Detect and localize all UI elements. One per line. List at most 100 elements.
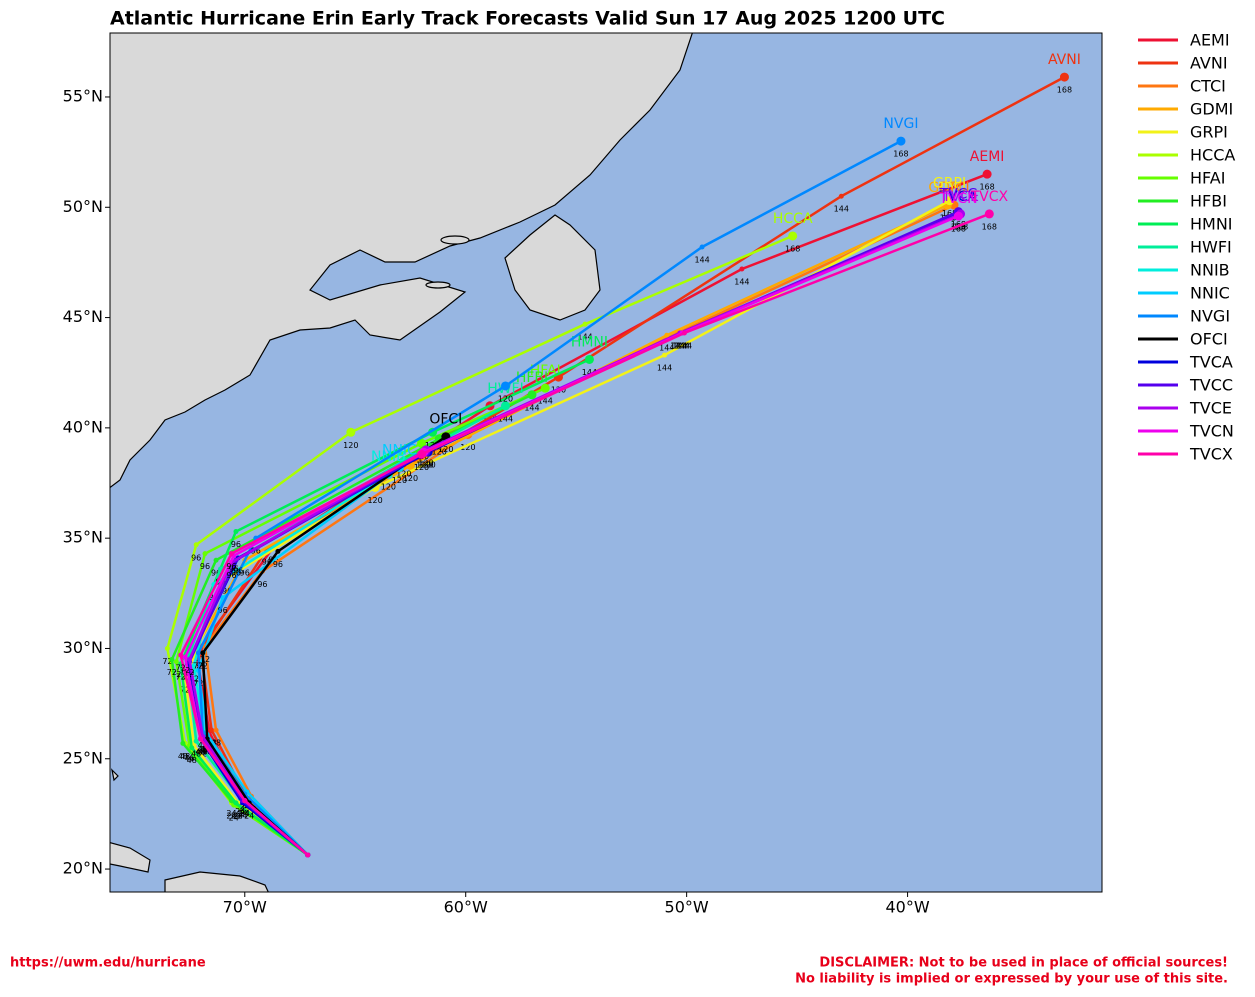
track-point <box>242 798 248 804</box>
hour-label: 48 <box>195 747 205 756</box>
track-point <box>164 645 170 651</box>
hour-label: 48 <box>200 745 210 754</box>
hour-label: 24 <box>240 809 250 818</box>
hour-label: 96 <box>218 606 228 615</box>
track-name: GRPI <box>933 176 966 192</box>
x-tick-label: 60°W <box>444 898 488 917</box>
hour-label: 72 <box>176 664 186 673</box>
track-point <box>788 231 798 241</box>
track-point <box>200 650 206 656</box>
track-name: NVGI <box>883 116 918 132</box>
hour-label: 24 <box>231 811 241 820</box>
legend-label: AEMI <box>1190 31 1230 50</box>
hour-label: 120 <box>392 476 407 485</box>
legend-label: NVGI <box>1190 307 1230 326</box>
hour-label: 48 <box>191 750 201 759</box>
legend-label: TVCE <box>1189 399 1232 418</box>
track-point <box>417 438 427 448</box>
hour-label: 120 <box>396 469 411 478</box>
hour-label: 120 <box>460 443 475 452</box>
hour-label: 48 <box>211 739 221 748</box>
hour-label: 96 <box>200 562 210 571</box>
hour-label: 24 <box>235 807 245 816</box>
hour-label: 96 <box>231 569 241 578</box>
track-point <box>169 656 175 662</box>
track-point <box>191 663 197 669</box>
y-tick-label: 40°N <box>63 417 103 436</box>
track-point <box>202 551 208 557</box>
hour-label: 48 <box>198 750 208 759</box>
hour-label: 168 <box>953 222 968 231</box>
track-point <box>346 427 356 437</box>
hour-label: 120 <box>432 447 447 456</box>
track-line <box>179 212 990 856</box>
footer-link[interactable]: https://uwm.edu/hurricane <box>10 956 206 971</box>
track-point <box>193 542 199 548</box>
y-tick-label: 55°N <box>63 86 103 105</box>
track-name: HMNI <box>571 334 608 350</box>
track-point <box>500 401 510 411</box>
track-name: OFCI <box>429 412 462 428</box>
legend-label: GRPI <box>1190 123 1228 142</box>
hour-label: 120 <box>438 445 453 454</box>
y-tick-label: 30°N <box>63 638 103 657</box>
hour-label: 48 <box>202 747 212 756</box>
y-tick-label: 35°N <box>63 528 103 547</box>
track-point <box>664 332 670 338</box>
track-point <box>180 740 186 746</box>
hour-label: 24 <box>229 814 239 823</box>
hour-label: 168 <box>979 183 994 192</box>
hour-label: 72 <box>167 668 177 677</box>
hour-label: 24 <box>240 809 250 818</box>
hour-label: 24 <box>235 807 245 816</box>
hour-label: 24 <box>244 811 254 820</box>
track-point <box>217 566 223 572</box>
hour-label: 24 <box>240 809 250 818</box>
plot-frame <box>109 32 1103 893</box>
hour-label: 48 <box>198 745 208 754</box>
track-name: TVCN <box>938 191 977 207</box>
track-point <box>1059 72 1069 82</box>
y-tick-label: 45°N <box>63 307 103 326</box>
hour-label: 96 <box>226 562 236 571</box>
legend-label: HFBI <box>1190 192 1227 211</box>
track-name: GDMI <box>928 180 966 196</box>
hour-label: 144 <box>538 397 553 406</box>
legend-label: HMNI <box>1190 215 1233 234</box>
track-name: AVNI <box>1048 52 1081 68</box>
legend-label: GDMI <box>1190 100 1233 119</box>
hour-label: 48 <box>198 741 208 750</box>
tracks: 24 48 72 96 120 144 168 AEMI 24 48 72 96 120 144 168 AV… <box>162 52 1081 858</box>
hour-label: 144 <box>672 342 687 351</box>
hour-label: 48 <box>187 756 197 765</box>
hour-label: 96 <box>226 571 236 580</box>
y-tick-label: 50°N <box>63 197 103 216</box>
hour-label: 144 <box>498 414 513 423</box>
hour-label: 48 <box>189 754 199 763</box>
hour-label: 72 <box>184 668 194 677</box>
track-point <box>178 652 184 658</box>
legend-label: TVCC <box>1189 376 1233 395</box>
track-point <box>193 738 199 744</box>
hour-label: 24 <box>233 811 243 820</box>
track-name: TVCC <box>939 187 978 203</box>
legend-label: HFAI <box>1190 169 1225 188</box>
track-point <box>838 193 844 199</box>
hour-label: 96 <box>240 569 250 578</box>
hour-label: 96 <box>251 547 261 556</box>
hour-label: 120 <box>421 461 436 470</box>
hour-label: 120 <box>403 474 418 483</box>
hour-label: 120 <box>416 461 431 470</box>
hour-label: 96 <box>231 540 241 549</box>
hour-label: 144 <box>675 342 690 351</box>
hour-label: 144 <box>834 205 849 214</box>
hour-label: 72 <box>171 670 181 679</box>
hour-label: 144 <box>524 403 539 412</box>
hour-label: 96 <box>273 560 283 569</box>
hour-label: 168 <box>951 225 966 234</box>
hour-label: 144 <box>672 342 687 351</box>
hour-label: 120 <box>498 394 513 403</box>
legend-label: CTCI <box>1190 77 1226 96</box>
hour-label: 72 <box>198 661 208 670</box>
